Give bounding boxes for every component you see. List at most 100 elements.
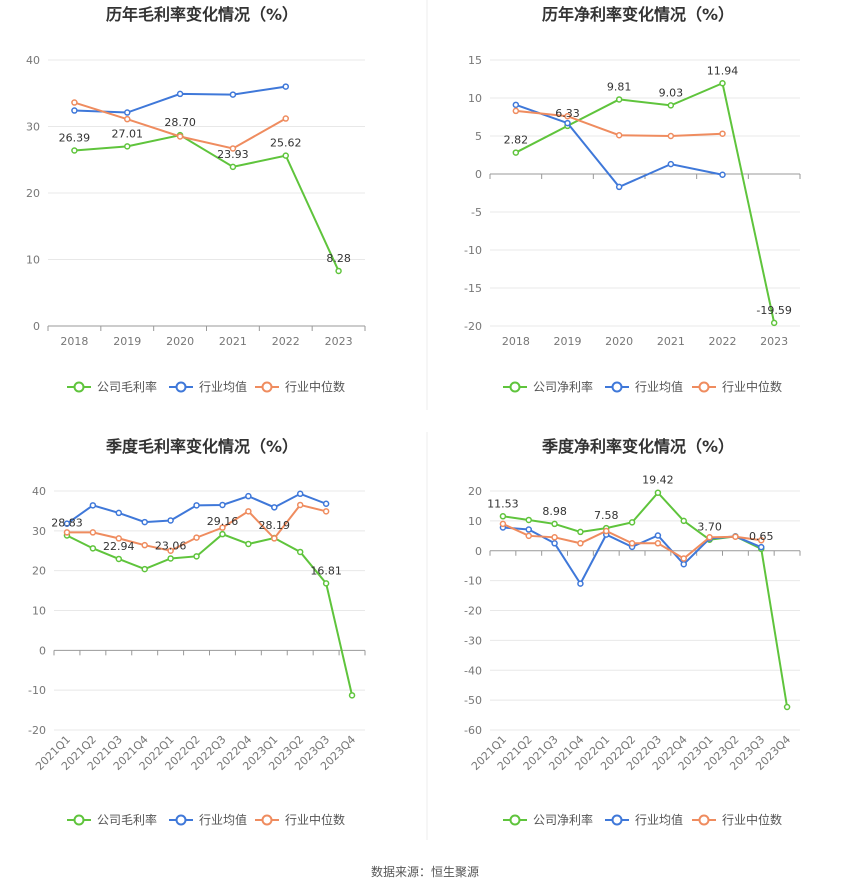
data-point[interactable]	[193, 534, 200, 541]
data-point[interactable]	[628, 540, 636, 547]
legend-item[interactable]: 行业均值	[605, 812, 683, 827]
data-point[interactable]	[167, 555, 174, 562]
data-point[interactable]	[667, 160, 675, 168]
data-point[interactable]	[525, 526, 532, 533]
data-point[interactable]	[282, 83, 289, 90]
data-point[interactable]	[654, 489, 662, 496]
data-point[interactable]	[758, 537, 765, 544]
data-point[interactable]	[219, 501, 226, 509]
data-point[interactable]	[628, 519, 636, 526]
legend-item[interactable]: 公司净利率	[503, 379, 593, 394]
data-point[interactable]	[322, 500, 330, 507]
legend-item[interactable]: 行业中位数	[692, 812, 782, 827]
data-point[interactable]	[512, 149, 520, 156]
data-point[interactable]	[551, 534, 558, 541]
data-point[interactable]	[603, 527, 610, 535]
data-point[interactable]	[219, 524, 226, 531]
data-point[interactable]	[219, 530, 226, 538]
legend-item[interactable]: 公司净利率	[503, 812, 593, 827]
data-point[interactable]	[577, 528, 584, 536]
data-point[interactable]	[615, 96, 623, 103]
data-point[interactable]	[167, 547, 174, 554]
data-point[interactable]	[654, 532, 662, 539]
data-point[interactable]	[512, 101, 520, 109]
data-point[interactable]	[71, 147, 78, 154]
legend-item[interactable]: 行业均值	[605, 379, 683, 394]
data-point[interactable]	[758, 543, 765, 551]
data-point[interactable]	[115, 509, 123, 517]
data-point[interactable]	[680, 560, 687, 568]
data-point[interactable]	[719, 130, 726, 137]
data-point[interactable]	[71, 99, 78, 106]
data-point[interactable]	[525, 516, 532, 524]
data-point[interactable]	[296, 501, 304, 509]
data-point[interactable]	[176, 90, 184, 98]
data-point[interactable]	[296, 490, 304, 498]
legend-item[interactable]: 行业均值	[169, 812, 247, 827]
legend-item[interactable]: 公司毛利率	[67, 812, 157, 827]
data-point[interactable]	[667, 102, 675, 109]
data-point[interactable]	[89, 502, 97, 509]
data-point[interactable]	[551, 540, 558, 547]
data-point[interactable]	[282, 115, 289, 122]
data-point[interactable]	[615, 131, 623, 139]
data-point[interactable]	[193, 553, 200, 560]
data-point[interactable]	[63, 520, 71, 527]
data-point[interactable]	[525, 532, 532, 540]
data-point[interactable]	[167, 517, 174, 524]
data-point[interactable]	[63, 529, 71, 536]
data-point[interactable]	[115, 535, 123, 542]
data-point[interactable]	[348, 692, 356, 699]
legend-item[interactable]: 公司毛利率	[67, 379, 157, 394]
data-point[interactable]	[115, 555, 123, 563]
legend-item[interactable]: 行业中位数	[255, 812, 345, 827]
series-line	[66, 533, 354, 696]
data-point[interactable]	[564, 119, 571, 127]
data-point[interactable]	[245, 492, 252, 500]
data-point[interactable]	[229, 145, 237, 152]
data-point[interactable]	[564, 112, 571, 120]
data-point[interactable]	[296, 548, 304, 556]
data-point[interactable]	[719, 80, 726, 87]
data-point[interactable]	[193, 502, 200, 509]
data-point[interactable]	[176, 133, 184, 140]
data-point[interactable]	[732, 533, 739, 540]
data-point[interactable]	[577, 540, 584, 547]
data-point[interactable]	[770, 319, 778, 327]
legend-item[interactable]: 行业均值	[169, 379, 247, 394]
data-point[interactable]	[719, 171, 726, 179]
data-point[interactable]	[322, 508, 330, 515]
data-point[interactable]	[335, 267, 342, 275]
data-point[interactable]	[89, 545, 97, 552]
data-point[interactable]	[229, 91, 237, 98]
data-point[interactable]	[577, 580, 584, 587]
data-point[interactable]	[245, 540, 252, 548]
data-point[interactable]	[654, 540, 662, 547]
data-point[interactable]	[141, 565, 148, 573]
data-point[interactable]	[282, 152, 289, 159]
legend-item[interactable]: 行业中位数	[255, 379, 345, 394]
legend-item[interactable]: 行业中位数	[692, 379, 782, 394]
data-point[interactable]	[706, 534, 713, 541]
data-point[interactable]	[667, 132, 675, 140]
data-point[interactable]	[499, 520, 507, 528]
data-point[interactable]	[271, 535, 278, 542]
data-point[interactable]	[71, 107, 78, 114]
data-point[interactable]	[141, 541, 148, 549]
data-point[interactable]	[680, 555, 687, 562]
data-point[interactable]	[141, 518, 148, 526]
data-point[interactable]	[271, 504, 278, 511]
data-point[interactable]	[124, 109, 131, 116]
data-point[interactable]	[89, 529, 97, 536]
data-point[interactable]	[512, 107, 520, 115]
data-point[interactable]	[245, 508, 252, 515]
data-point[interactable]	[124, 143, 131, 150]
data-point[interactable]	[499, 513, 507, 520]
data-point[interactable]	[322, 580, 330, 587]
data-point[interactable]	[615, 183, 623, 191]
data-point[interactable]	[229, 163, 237, 171]
data-point[interactable]	[680, 517, 687, 525]
data-point[interactable]	[124, 115, 131, 123]
data-point[interactable]	[551, 520, 558, 528]
data-point[interactable]	[783, 703, 791, 711]
